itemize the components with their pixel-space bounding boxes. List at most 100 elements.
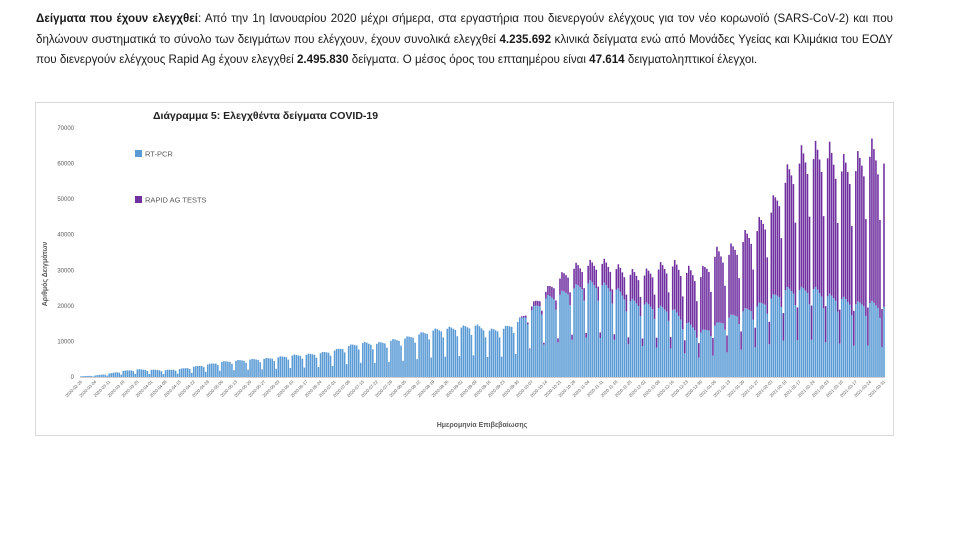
- bar-rtpcr: [98, 374, 100, 377]
- bar-rapid-ag: [855, 171, 857, 305]
- bar-rtpcr: [657, 308, 660, 377]
- paragraph-text-3: δείγματα. Ο μέσος όρος του επταημέρου εί…: [348, 53, 590, 66]
- bar-rtpcr: [601, 285, 604, 377]
- bar-rapid-ag: [836, 222, 839, 312]
- bar-rtpcr: [726, 352, 728, 377]
- bar-rapid-ag: [559, 278, 561, 295]
- bar-rtpcr: [535, 305, 537, 377]
- bar-rtpcr: [219, 370, 221, 377]
- bar-rtpcr: [327, 352, 330, 377]
- bar-rtpcr: [877, 307, 879, 377]
- bar-rapid-ag: [734, 249, 736, 316]
- bar-rapid-ag: [720, 256, 722, 323]
- bar-rapid-ag: [871, 138, 873, 301]
- bar-rtpcr: [776, 295, 779, 377]
- bar-rtpcr: [205, 371, 207, 377]
- bar-rtpcr: [343, 352, 346, 377]
- bar-rtpcr: [368, 343, 370, 377]
- bar-rapid-ag: [726, 335, 728, 353]
- bar-rtpcr: [422, 332, 424, 377]
- bar-rtpcr: [659, 305, 662, 377]
- bar-rapid-ag: [579, 268, 581, 288]
- bar-rtpcr: [567, 294, 569, 377]
- bar-rtpcr: [200, 365, 203, 377]
- bar-rtpcr: [846, 301, 849, 377]
- bar-series: [80, 138, 885, 377]
- paragraph-heading: Δείγματα που έχουν ελεγχθεί: [36, 12, 199, 25]
- bar-rapid-ag: [724, 285, 726, 330]
- bar-rtpcr: [488, 330, 491, 377]
- bar-rapid-ag: [615, 269, 618, 290]
- bar-rtpcr: [140, 369, 143, 377]
- bar-rtpcr: [671, 309, 674, 377]
- bar-rtpcr: [245, 362, 247, 377]
- bar-rapid-ag: [698, 343, 700, 358]
- bar-rapid-ag: [772, 195, 775, 295]
- bar-rtpcr: [555, 309, 557, 377]
- bar-rtpcr: [202, 367, 205, 377]
- bar-rtpcr: [335, 348, 338, 377]
- bar-rapid-ag: [764, 229, 767, 305]
- bar-rtpcr: [766, 313, 769, 377]
- bar-rtpcr: [96, 375, 98, 377]
- bar-rtpcr: [444, 356, 447, 377]
- bar-rtpcr: [508, 326, 511, 377]
- bar-rtpcr: [138, 369, 141, 377]
- bar-rapid-ag: [631, 269, 634, 299]
- bar-rtpcr: [633, 300, 636, 377]
- bar-rapid-ag: [706, 268, 708, 331]
- bar-rtpcr: [522, 317, 525, 377]
- bar-rtpcr: [667, 320, 670, 377]
- bar-rtpcr: [681, 329, 684, 377]
- bar-rtpcr: [440, 331, 443, 377]
- bar-rtpcr: [247, 369, 249, 377]
- bar-rtpcr: [496, 331, 499, 377]
- bar-rtpcr: [420, 332, 422, 377]
- bar-rtpcr: [859, 302, 861, 377]
- bar-rapid-ag: [669, 337, 672, 349]
- bar-rtpcr: [128, 370, 131, 377]
- bar-rtpcr: [645, 302, 648, 377]
- bar-rtpcr: [215, 363, 217, 377]
- bar-rtpcr: [708, 330, 710, 377]
- bar-rtpcr: [653, 318, 656, 377]
- bar-rapid-ag: [752, 269, 754, 320]
- bar-rtpcr: [353, 345, 356, 377]
- bar-rapid-ag: [653, 294, 656, 319]
- bar-rapid-ag: [675, 264, 678, 313]
- legend-label-rtpcr: RT-PCR: [145, 150, 173, 159]
- bar-rtpcr: [865, 315, 867, 377]
- bar-rtpcr: [716, 322, 718, 377]
- bar-rapid-ag: [569, 292, 571, 305]
- bar-rtpcr: [474, 325, 477, 377]
- bar-rtpcr: [452, 328, 455, 377]
- bar-rtpcr: [814, 286, 817, 377]
- bar-rtpcr: [303, 367, 306, 377]
- bar-rapid-ag: [861, 165, 863, 305]
- bar-rapid-ag: [599, 332, 602, 338]
- bar-rtpcr: [114, 372, 116, 377]
- bar-rtpcr: [782, 340, 785, 377]
- bar-rtpcr: [710, 336, 712, 377]
- bar-rtpcr: [404, 338, 406, 377]
- bar-rtpcr: [192, 366, 195, 377]
- bar-rtpcr: [750, 311, 752, 377]
- bar-rtpcr: [774, 294, 777, 377]
- bar-rtpcr: [607, 288, 610, 377]
- bar-rapid-ag: [520, 316, 523, 318]
- bar-rapid-ag: [541, 310, 543, 315]
- bar-rapid-ag: [561, 272, 563, 291]
- bar-rapid-ag: [851, 226, 853, 316]
- bar-rtpcr: [559, 294, 561, 377]
- bar-rtpcr: [311, 354, 314, 377]
- y-tick-label: 60000: [57, 162, 74, 168]
- bar-rapid-ag: [583, 288, 585, 301]
- bar-rtpcr: [557, 342, 559, 377]
- bar-rtpcr: [734, 315, 736, 377]
- bar-rapid-ag: [832, 164, 835, 299]
- bar-rtpcr: [402, 360, 404, 377]
- bar-rtpcr: [796, 340, 799, 377]
- bar-rtpcr: [273, 361, 275, 377]
- bar-rtpcr: [351, 344, 354, 377]
- bar-rtpcr: [124, 370, 127, 377]
